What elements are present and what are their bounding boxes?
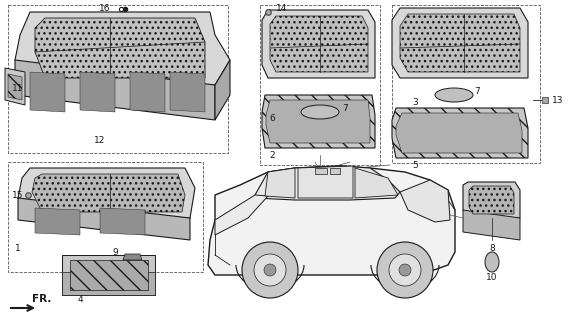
Circle shape (242, 242, 298, 298)
Ellipse shape (435, 88, 473, 102)
Polygon shape (298, 166, 353, 198)
Polygon shape (396, 113, 522, 153)
Polygon shape (130, 72, 165, 112)
Text: 8: 8 (489, 244, 495, 252)
Polygon shape (266, 100, 370, 143)
Polygon shape (18, 168, 195, 218)
Text: 2: 2 (269, 150, 275, 159)
Circle shape (264, 264, 276, 276)
Polygon shape (8, 74, 22, 100)
Text: 9: 9 (112, 247, 118, 257)
Polygon shape (15, 60, 215, 120)
Text: 7: 7 (474, 86, 480, 95)
Circle shape (399, 264, 411, 276)
Polygon shape (100, 208, 145, 235)
Polygon shape (392, 8, 528, 78)
Polygon shape (330, 168, 340, 174)
Text: 16: 16 (100, 4, 111, 12)
Text: FR.: FR. (32, 294, 51, 304)
Polygon shape (262, 95, 375, 148)
Polygon shape (32, 174, 185, 212)
Text: 13: 13 (552, 95, 564, 105)
Ellipse shape (301, 105, 339, 119)
Polygon shape (215, 60, 230, 120)
Polygon shape (265, 168, 295, 198)
Polygon shape (270, 16, 368, 72)
Polygon shape (355, 168, 398, 198)
Polygon shape (15, 12, 230, 85)
Circle shape (254, 254, 286, 286)
Text: 7: 7 (342, 103, 348, 113)
Text: 15: 15 (12, 190, 24, 199)
Polygon shape (123, 254, 142, 260)
Polygon shape (35, 18, 205, 78)
Polygon shape (35, 208, 80, 235)
Circle shape (377, 242, 433, 298)
Text: 11: 11 (12, 84, 24, 92)
Polygon shape (400, 180, 450, 222)
Text: 4: 4 (77, 295, 83, 305)
Text: 14: 14 (276, 4, 288, 12)
Polygon shape (80, 72, 115, 112)
Circle shape (389, 254, 421, 286)
Polygon shape (30, 72, 65, 112)
Polygon shape (315, 168, 327, 174)
Text: 10: 10 (486, 274, 498, 283)
Polygon shape (62, 255, 155, 295)
Polygon shape (5, 68, 25, 105)
Polygon shape (463, 210, 520, 240)
Polygon shape (215, 195, 268, 235)
Text: 12: 12 (94, 135, 106, 145)
Text: 1: 1 (15, 244, 21, 252)
Polygon shape (255, 166, 400, 200)
Text: 5: 5 (412, 161, 418, 170)
Polygon shape (18, 198, 190, 240)
Polygon shape (70, 260, 148, 290)
Text: 6: 6 (269, 114, 275, 123)
Polygon shape (463, 182, 520, 218)
Ellipse shape (485, 252, 499, 272)
Polygon shape (262, 10, 375, 78)
Polygon shape (170, 72, 205, 112)
Polygon shape (208, 166, 455, 275)
Polygon shape (400, 14, 520, 72)
Text: 3: 3 (412, 98, 418, 107)
Polygon shape (392, 108, 528, 158)
Polygon shape (469, 186, 514, 214)
Polygon shape (62, 272, 155, 295)
